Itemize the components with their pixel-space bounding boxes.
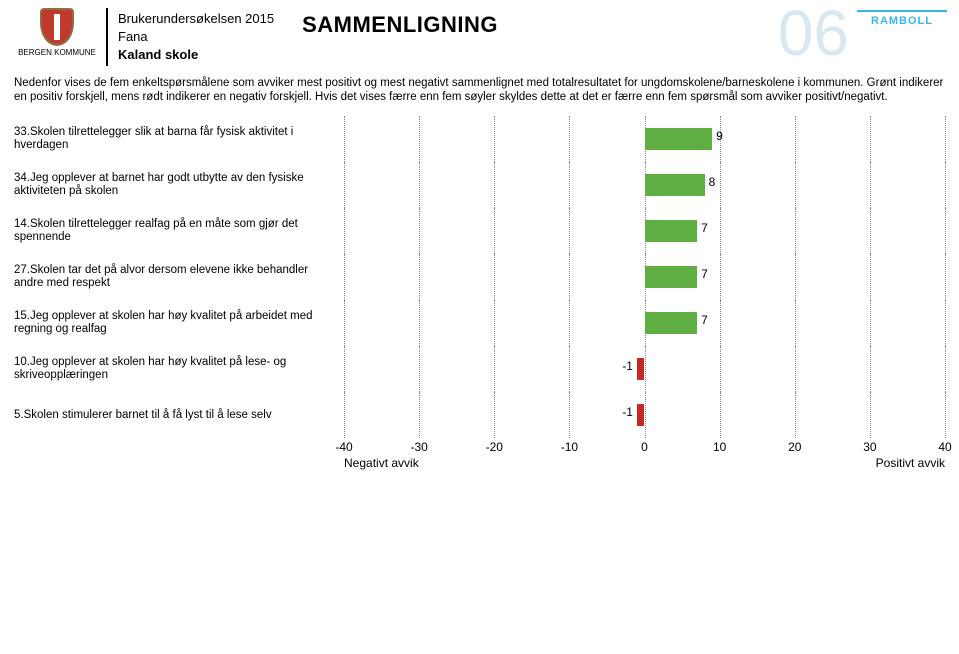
x-tick: 40 [938, 440, 951, 454]
chart-row: 5.Skolen stimulerer barnet til å få lyst… [14, 392, 945, 438]
deviation-chart: 33.Skolen tilrettelegger slik at barna f… [0, 112, 959, 472]
row-plot: 7 [344, 254, 945, 300]
x-tick: 0 [641, 440, 648, 454]
bar [645, 220, 698, 242]
row-label: 14.Skolen tilrettelegger realfag på en m… [14, 218, 344, 244]
bar-value: 7 [701, 221, 708, 235]
axis-label-negative: Negativt avvik [344, 456, 419, 470]
bar-value: 7 [701, 313, 708, 327]
district-line: Fana [118, 28, 274, 46]
bar-value: -1 [622, 359, 633, 373]
row-label: 27.Skolen tar det på alvor dersom eleven… [14, 264, 344, 290]
bar [637, 358, 645, 380]
bar [645, 312, 698, 334]
logo-caption: BERGEN KOMMUNE [12, 48, 102, 57]
x-tick: -20 [486, 440, 503, 454]
row-label: 5.Skolen stimulerer barnet til å få lyst… [14, 409, 344, 422]
bar [645, 266, 698, 288]
bar-value: 8 [709, 175, 716, 189]
chart-row: 34.Jeg opplever at barnet har godt utbyt… [14, 162, 945, 208]
bar [645, 128, 713, 150]
header: BERGEN KOMMUNE Brukerundersøkelsen 2015 … [0, 0, 959, 70]
bar-value: -1 [622, 405, 633, 419]
chart-row: 27.Skolen tar det på alvor dersom eleven… [14, 254, 945, 300]
row-plot: 7 [344, 300, 945, 346]
row-plot: 9 [344, 116, 945, 162]
x-tick: -10 [561, 440, 578, 454]
x-tick: 20 [788, 440, 801, 454]
axis-label-positive: Positivt avvik [876, 456, 945, 470]
row-plot: 7 [344, 208, 945, 254]
x-tick: 30 [863, 440, 876, 454]
x-tick: -40 [335, 440, 352, 454]
title-block: Brukerundersøkelsen 2015 Fana Kaland sko… [106, 8, 284, 66]
row-label: 10.Jeg opplever at skolen har høy kvalit… [14, 356, 344, 382]
page-number: 06 [778, 0, 849, 70]
row-plot: -1 [344, 392, 945, 438]
x-tick: 10 [713, 440, 726, 454]
row-plot: 8 [344, 162, 945, 208]
chart-row: 15.Jeg opplever at skolen har høy kvalit… [14, 300, 945, 346]
bar-value: 7 [701, 267, 708, 281]
chart-row: 10.Jeg opplever at skolen har høy kvalit… [14, 346, 945, 392]
chart-row: 33.Skolen tilrettelegger slik at barna f… [14, 116, 945, 162]
row-label: 34.Jeg opplever at barnet har godt utbyt… [14, 172, 344, 198]
x-tick: -30 [410, 440, 427, 454]
municipality-logo: BERGEN KOMMUNE [12, 8, 102, 57]
x-axis: -40-30-20-10010203040Negativt avvikPosit… [14, 438, 945, 472]
bar-value: 9 [716, 129, 723, 143]
row-plot: -1 [344, 346, 945, 392]
row-label: 15.Jeg opplever at skolen har høy kvalit… [14, 310, 344, 336]
survey-line: Brukerundersøkelsen 2015 [118, 10, 274, 28]
section-title: SAMMENLIGNING [302, 12, 498, 38]
bar [637, 404, 645, 426]
shield-icon [40, 8, 74, 46]
chart-row: 14.Skolen tilrettelegger realfag på en m… [14, 208, 945, 254]
intro-text: Nedenfor vises de fem enkeltspørsmålene … [0, 70, 959, 112]
school-line: Kaland skole [118, 46, 274, 64]
bar [645, 174, 705, 196]
row-label: 33.Skolen tilrettelegger slik at barna f… [14, 126, 344, 152]
brand-logo: RAMBOLL [857, 10, 947, 32]
